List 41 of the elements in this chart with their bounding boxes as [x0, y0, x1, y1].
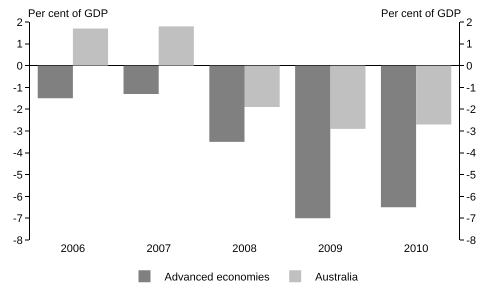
y2-tick-label: -4	[466, 148, 476, 160]
x-tick-label: 2007	[146, 243, 171, 255]
y-tick-label: 0	[16, 60, 23, 72]
y2-tick-label: 2	[466, 16, 472, 29]
y-tick-label: 2	[16, 16, 23, 29]
bar	[72, 28, 108, 66]
y-tick-label: -3	[13, 126, 23, 138]
y-tick-label: -2	[13, 104, 23, 116]
y2-tick-label: 0	[466, 60, 472, 72]
y2-tick-label: -6	[466, 191, 476, 204]
legend-label: Advanced economies	[164, 272, 270, 284]
y2-tick-label: -1	[466, 82, 476, 94]
y-tick-label: -6	[13, 191, 23, 204]
bar	[330, 66, 366, 129]
y2-axis-title: Per cent of GDP	[381, 8, 462, 20]
y-tick-label: -1	[13, 82, 23, 94]
y2-tick-label: -3	[466, 126, 476, 138]
bar	[295, 66, 330, 218]
bar	[209, 66, 244, 142]
y-axis-title: Per cent of GDP	[28, 8, 108, 20]
x-tick-label: 2010	[404, 243, 428, 255]
x-tick-label: 2006	[60, 243, 86, 255]
y-tick-label: -7	[13, 213, 23, 226]
bar	[124, 66, 159, 94]
bar	[244, 66, 280, 108]
bar	[38, 66, 73, 98]
x-tick-label: 2009	[318, 243, 343, 255]
legend-label: Australia	[315, 272, 359, 284]
bar	[158, 26, 194, 66]
x-tick-label: 2008	[232, 243, 257, 255]
y2-tick-label: -8	[466, 234, 476, 247]
y-tick-label: 1	[16, 38, 23, 51]
y2-tick-label: -7	[466, 213, 476, 226]
y-tick-label: -4	[13, 148, 23, 160]
y2-tick-label: 1	[466, 38, 472, 51]
bar	[380, 66, 416, 208]
y2-tick-label: -2	[466, 104, 476, 116]
y-tick-label: -8	[13, 234, 23, 247]
bar	[416, 66, 452, 124]
y2-tick-label: -5	[466, 169, 476, 182]
y-tick-label: -5	[13, 169, 23, 182]
